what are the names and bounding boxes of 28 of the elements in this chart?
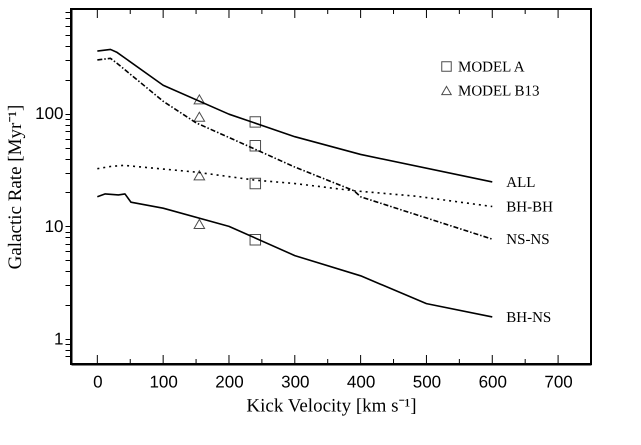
point	[250, 234, 262, 246]
x-tick-label: 700	[544, 372, 573, 392]
legend-label: MODEL B13	[458, 84, 540, 100]
point	[250, 178, 262, 190]
point	[194, 170, 206, 180]
x-tick-label: 0	[93, 372, 103, 392]
x-tick-label: 500	[412, 372, 442, 392]
x-tick-label: 100	[149, 372, 178, 392]
x-tick-label: 600	[478, 372, 507, 392]
x-tick-label: 300	[281, 372, 310, 392]
y-tick-label: 100	[35, 104, 64, 124]
legend-label: MODEL A	[458, 60, 525, 76]
point	[194, 218, 206, 230]
point	[250, 140, 262, 152]
point	[194, 112, 206, 122]
y-tick-label: 1	[54, 330, 64, 349]
y-tick-label: 10	[44, 216, 64, 236]
series-label: ALL	[506, 174, 536, 191]
x-tick-label: 200	[215, 372, 244, 392]
series-label: BH-BH	[506, 200, 554, 216]
point	[194, 94, 206, 104]
series-label: BH-NS	[506, 310, 552, 326]
y-axis-title: Galactic Rate [Myr⁻¹]	[5, 104, 26, 270]
x-axis-title: Kick Velocity [km s⁻¹]	[246, 396, 417, 416]
x-tick-label: 400	[346, 372, 376, 392]
line-series	[96, 193, 494, 318]
point	[250, 116, 262, 128]
series-label: NS-NS	[506, 232, 550, 248]
